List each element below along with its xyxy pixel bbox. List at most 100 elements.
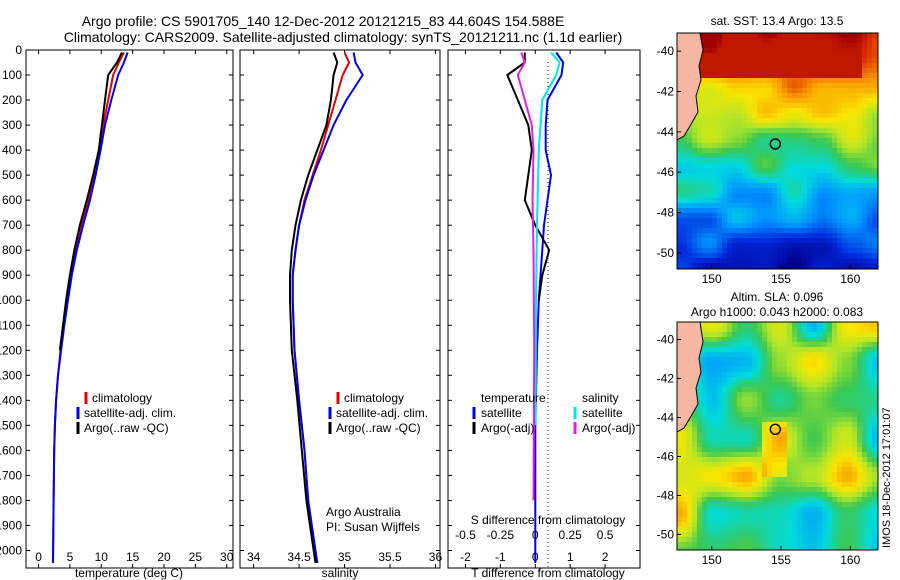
temperature-panel-frame <box>25 49 234 569</box>
x-tick-label: 10 <box>95 550 109 564</box>
map-x-tick-label: 155 <box>771 553 791 567</box>
x-tick-label: 0 <box>35 550 42 564</box>
map-y-tick-label: -42 <box>657 372 675 386</box>
map-y-tick-label: -44 <box>657 410 675 424</box>
legend-argo-label: Argo(..raw -QC) <box>84 421 169 435</box>
difference-x-axis: -2 -1 0 1 2-0.5 -0.25 0 0.25 0.5 <box>448 49 640 568</box>
map-y-tick-label: -40 <box>657 44 675 58</box>
depth-tick-label: 1200 <box>0 343 22 357</box>
legend-s-argo-label: Argo(-adj) <box>582 421 635 435</box>
sla-map-image <box>677 322 878 550</box>
sla-coastline <box>677 322 704 433</box>
series-line <box>534 51 561 426</box>
annotation-argo-australia: Argo Australia <box>326 505 401 519</box>
map-y-tick-label: -50 <box>657 246 675 260</box>
map-y-tick-label: -48 <box>657 206 675 220</box>
series-line <box>58 52 123 351</box>
salinity-series <box>289 52 364 564</box>
x-tick-label-s: 0.25 <box>559 528 583 542</box>
difference-legend: temperature satellite Argo(-adj) salinit… <box>472 391 635 435</box>
temperature-x-axis: 0 5 10 15 20 25 30 <box>26 49 234 568</box>
legend-t-satellite-label: satellite <box>481 406 522 420</box>
depth-tick-label: 1300 <box>0 368 22 382</box>
title-line2: Climatology: CARS2009. Satellite-adjuste… <box>64 29 622 45</box>
depth-tick-label: 2000 <box>0 543 22 557</box>
temperature-xlabel: temperature (deg C) <box>75 566 183 580</box>
legend-t-argo-label: Argo(-adj) <box>481 421 534 435</box>
map-y-tick-label: -48 <box>657 488 675 502</box>
difference-panel-frame <box>447 49 641 569</box>
x-tick-label: -1 <box>495 550 506 564</box>
series-line <box>516 52 536 501</box>
depth-tick-label: 1000 <box>0 293 22 307</box>
salinity-legend: climatology satellite-adj. clim. Argo(..… <box>328 391 428 435</box>
depth-tick-label: 1400 <box>0 393 22 407</box>
map-y-tick-label: -46 <box>657 449 675 463</box>
difference-xlabel-top: S difference from climatology <box>471 513 626 527</box>
sst-map-frame <box>676 32 879 270</box>
x-tick-label: 5 <box>67 550 74 564</box>
sla-map-frame <box>676 321 879 551</box>
depth-tick-label: 1700 <box>0 468 22 482</box>
depth-tick-label: 300 <box>2 118 22 132</box>
depth-tick-label: 600 <box>2 193 22 207</box>
legend-climatology-label: climatology <box>344 391 404 405</box>
x-tick-label: 36 <box>429 550 443 564</box>
series-line <box>52 52 129 564</box>
sst-argo-marker <box>769 138 781 150</box>
series-line <box>534 51 565 563</box>
map-x-tick-label: 160 <box>840 553 860 567</box>
sst-coastline <box>677 33 704 141</box>
depth-axis: 0 100 200 300 400 500 600 700 800 900 1000 1100 1200… <box>0 43 22 557</box>
x-tick-label: 34 <box>247 550 261 564</box>
x-tick-label-s: 0.5 <box>597 528 614 542</box>
sst-map-image <box>677 33 878 269</box>
salinity-panel-frame <box>239 49 441 569</box>
depth-tick-label: 1500 <box>0 418 22 432</box>
x-tick-label: 20 <box>157 550 171 564</box>
x-tick-label: 15 <box>126 550 140 564</box>
depth-tick-label: 1900 <box>0 518 22 532</box>
series-line <box>506 52 551 301</box>
x-tick-label: 30 <box>220 550 234 564</box>
legend-salinity-heading: salinity <box>582 391 619 405</box>
legend-climatology-label: climatology <box>92 391 152 405</box>
difference-xlabel: T difference from climatology <box>471 566 625 580</box>
x-tick-label: -2 <box>460 550 471 564</box>
depth-tick-label: 400 <box>2 143 22 157</box>
x-tick-label-s: -0.5 <box>455 528 476 542</box>
temperature-legend: climatology satellite-adj. clim. Argo(..… <box>76 391 176 435</box>
x-tick-label: 1 <box>567 550 574 564</box>
x-tick-label-s: -0.25 <box>487 528 515 542</box>
sst-map-axes: 150 155 160 -40 -42 -44 -46 -48 -50 <box>657 44 861 286</box>
legend-temperature-heading: temperature <box>481 391 546 405</box>
depth-tick-label: 200 <box>2 93 22 107</box>
temperature-series <box>52 52 129 564</box>
depth-tick-label: 900 <box>2 268 22 282</box>
series-line <box>289 52 339 564</box>
sla-map-subtitle: Argo h1000: 0.043 h2000: 0.083 <box>691 305 863 319</box>
salinity-xlabel: salinity <box>322 566 359 580</box>
map-y-tick-label: -40 <box>657 333 675 347</box>
sla-map-title: Altim. SLA: 0.096 <box>731 290 824 304</box>
legend-argo-label: Argo(..raw -QC) <box>336 421 421 435</box>
legend-satellite-label: satellite-adj. clim. <box>336 406 428 420</box>
map-x-tick-label: 155 <box>771 272 791 286</box>
depth-tick-label: 100 <box>2 68 22 82</box>
map-x-tick-label: 150 <box>702 272 722 286</box>
title-line1: Argo profile: CS 5901705_140 12-Dec-2012… <box>82 13 565 29</box>
sla-argo-marker <box>769 423 781 435</box>
sla-map-axes: 150 155 160 -40 -42 -44 -46 -48 -50 <box>657 333 861 567</box>
map-y-tick-label: -50 <box>657 527 675 541</box>
x-tick-label: 35.5 <box>378 550 402 564</box>
map-x-tick-label: 160 <box>840 272 860 286</box>
legend-s-satellite-label: satellite <box>582 406 623 420</box>
map-x-tick-label: 150 <box>702 553 722 567</box>
series-line <box>52 52 125 564</box>
x-tick-label: 35 <box>338 550 352 564</box>
legend-satellite-label: satellite-adj. clim. <box>84 406 176 420</box>
salinity-x-axis: 34 34.5 35 35.5 36 <box>240 49 443 568</box>
depth-tick-label: 1800 <box>0 493 22 507</box>
map-y-tick-label: -44 <box>657 125 675 139</box>
